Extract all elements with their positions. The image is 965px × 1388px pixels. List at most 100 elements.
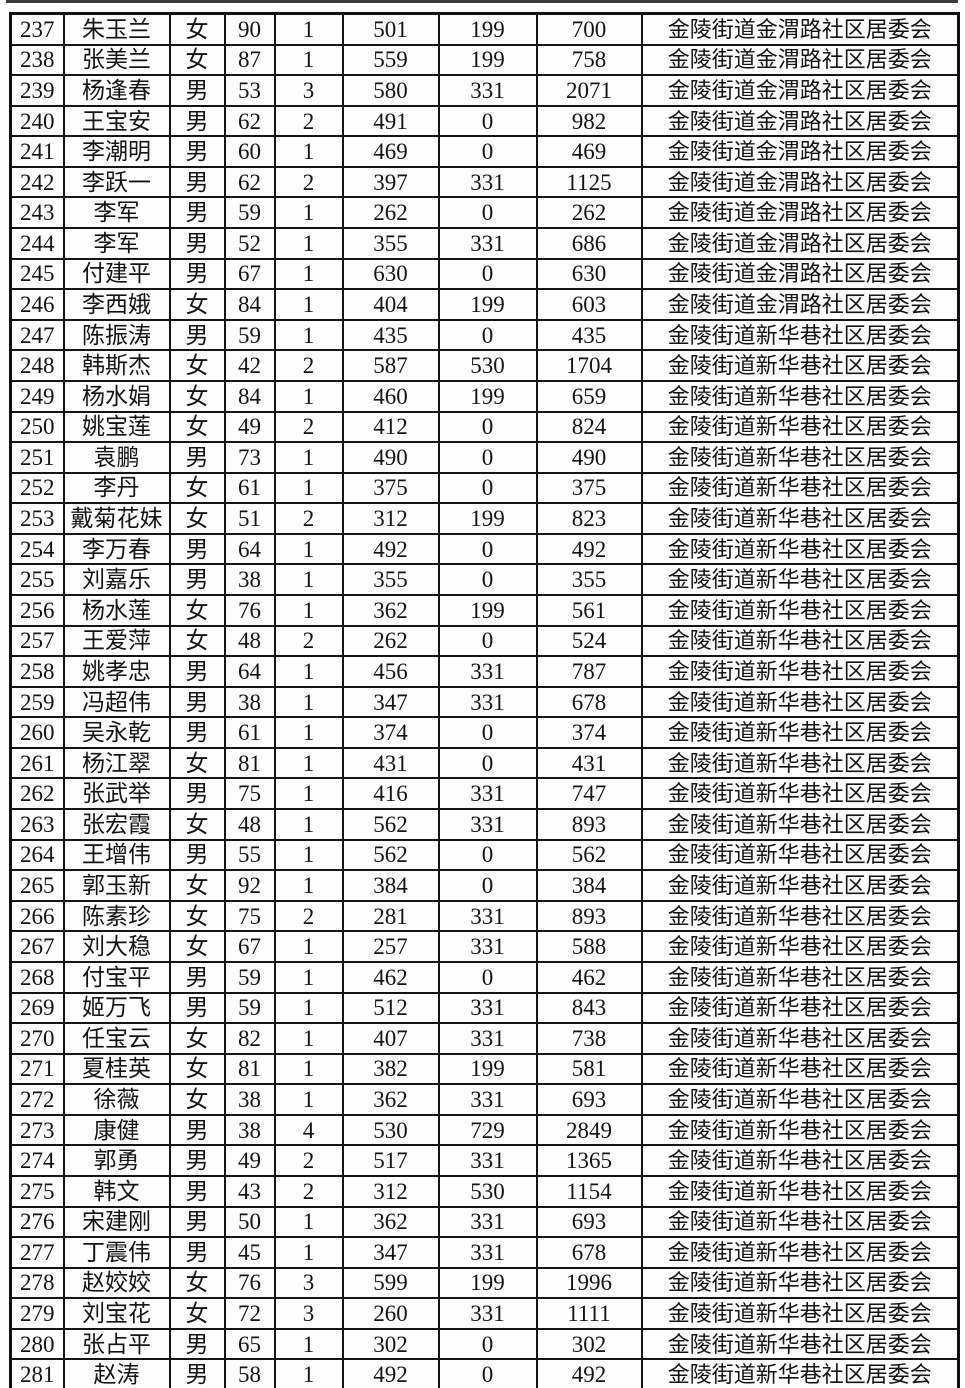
cell-name: 付建平	[62, 257, 171, 291]
cell-gender: 女	[168, 12, 226, 46]
cell-gender: 男	[168, 135, 226, 168]
cell-serial: 256	[9, 593, 65, 627]
table-row: 269 姬万飞 男 59 1 512 331 843 金陵街道新华巷社区居委会	[9, 991, 960, 1025]
cell-age: 61	[223, 716, 276, 749]
cell-community: 金陵街道新华巷社区居委会	[640, 1144, 960, 1177]
cell-community: 金陵街道新华巷社区居委会	[640, 410, 960, 444]
cell-name: 韩斯杰	[62, 349, 171, 382]
cell-community: 金陵街道金渭路社区居委会	[640, 165, 960, 199]
cell-value1: 530	[341, 1113, 440, 1147]
cell-value1: 517	[341, 1144, 440, 1177]
table-row: 268 付宝平 男 59 1 462 0 462 金陵街道新华巷社区居委会	[9, 960, 960, 994]
cell-count: 1	[273, 1022, 344, 1055]
table-row: 277 丁震伟 男 45 1 347 331 678 金陵街道新华巷社区居委会	[9, 1236, 960, 1269]
cell-value2: 331	[437, 777, 538, 811]
cell-serial: 241	[9, 135, 65, 168]
table-row: 266 陈素珍 女 75 2 281 331 893 金陵街道新华巷社区居委会	[9, 899, 960, 933]
cell-value1: 456	[341, 655, 440, 688]
cell-count: 1	[273, 1052, 344, 1086]
cell-value2: 0	[437, 563, 538, 596]
cell-value2: 199	[437, 502, 538, 535]
cell-value1: 312	[341, 502, 440, 535]
cell-age: 84	[223, 288, 276, 321]
cell-value2: 0	[437, 960, 538, 994]
cell-gender: 男	[168, 1144, 226, 1177]
cell-serial: 255	[9, 563, 65, 596]
cell-name: 杨水莲	[62, 593, 171, 627]
cell-name: 张占平	[62, 1327, 171, 1361]
cell-age: 73	[223, 441, 276, 474]
cell-value1: 355	[341, 227, 440, 260]
table-row: 270 任宝云 女 82 1 407 331 738 金陵街道新华巷社区居委会	[9, 1022, 960, 1055]
cell-name: 杨逢春	[62, 74, 171, 107]
cell-gender: 男	[168, 655, 226, 688]
cell-value2: 0	[437, 1327, 538, 1361]
cell-name: 李万春	[62, 532, 171, 566]
cell-value2: 331	[437, 1083, 538, 1116]
cell-gender: 女	[168, 288, 226, 321]
cell-count: 1	[273, 960, 344, 994]
cell-value2: 0	[437, 471, 538, 505]
table-row: 252 李丹 女 61 1 375 0 375 金陵街道新华巷社区居委会	[9, 471, 960, 505]
table-row: 237 朱玉兰 女 90 1 501 199 700 金陵街道金渭路社区居委会	[9, 12, 960, 46]
cell-value3: 431	[535, 746, 643, 780]
cell-value3: 738	[535, 1022, 643, 1055]
cell-value1: 355	[341, 563, 440, 596]
cell-value2: 530	[437, 1174, 538, 1208]
cell-age: 67	[223, 257, 276, 291]
cell-serial: 269	[9, 991, 65, 1025]
cell-age: 61	[223, 471, 276, 505]
cell-serial: 277	[9, 1236, 65, 1269]
cell-serial: 258	[9, 655, 65, 688]
cell-value2: 0	[437, 196, 538, 230]
cell-gender: 男	[168, 104, 226, 138]
cell-gender: 女	[168, 1052, 226, 1086]
cell-value3: 893	[535, 808, 643, 841]
cell-community: 金陵街道新华巷社区居委会	[640, 532, 960, 566]
cell-value3: 1154	[535, 1174, 643, 1208]
cell-count: 1	[273, 655, 344, 688]
cell-gender: 男	[168, 960, 226, 994]
cell-serial: 275	[9, 1174, 65, 1208]
cell-value3: 262	[535, 196, 643, 230]
cell-value3: 1111	[535, 1297, 643, 1330]
cell-count: 1	[273, 593, 344, 627]
cell-name: 姚孝忠	[62, 655, 171, 688]
cell-age: 48	[223, 624, 276, 658]
cell-serial: 253	[9, 502, 65, 535]
cell-gender: 女	[168, 410, 226, 444]
cell-gender: 女	[168, 593, 226, 627]
cell-community: 金陵街道新华巷社区居委会	[640, 1297, 960, 1330]
cell-value2: 0	[437, 318, 538, 352]
table-row: 250 姚宝莲 女 49 2 412 0 824 金陵街道新华巷社区居委会	[9, 410, 960, 444]
cell-age: 58	[223, 1358, 276, 1388]
table-row: 264 王增伟 男 55 1 562 0 562 金陵街道新华巷社区居委会	[9, 838, 960, 872]
cell-gender: 男	[168, 441, 226, 474]
cell-community: 金陵街道金渭路社区居委会	[640, 43, 960, 77]
cell-name: 丁震伟	[62, 1236, 171, 1269]
cell-count: 1	[273, 808, 344, 841]
cell-community: 金陵街道金渭路社区居委会	[640, 12, 960, 46]
cell-age: 38	[223, 685, 276, 719]
cell-value3: 1365	[535, 1144, 643, 1177]
cell-value1: 404	[341, 288, 440, 321]
cell-serial: 270	[9, 1022, 65, 1055]
cell-gender: 男	[168, 532, 226, 566]
cell-count: 2	[273, 1144, 344, 1177]
cell-value1: 312	[341, 1174, 440, 1208]
cell-value1: 462	[341, 960, 440, 994]
cell-value1: 580	[341, 74, 440, 107]
cell-count: 1	[273, 746, 344, 780]
cell-value1: 257	[341, 930, 440, 963]
cell-value1: 375	[341, 471, 440, 505]
cell-value2: 199	[437, 1266, 538, 1300]
table-row: 258 姚孝忠 男 64 1 456 331 787 金陵街道新华巷社区居委会	[9, 655, 960, 688]
cell-gender: 男	[168, 1236, 226, 1269]
cell-value2: 331	[437, 1144, 538, 1177]
cell-age: 92	[223, 869, 276, 902]
cell-value2: 331	[437, 165, 538, 199]
cell-age: 81	[223, 1052, 276, 1086]
cell-value3: 693	[535, 1083, 643, 1116]
cell-value3: 462	[535, 960, 643, 994]
cell-gender: 男	[168, 196, 226, 230]
